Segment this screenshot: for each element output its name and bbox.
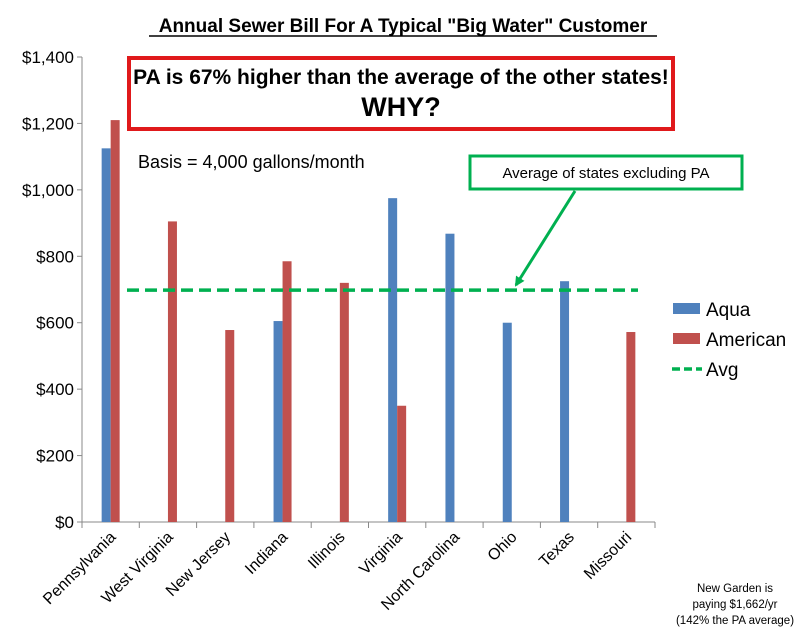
y-tick-label: $1,200 xyxy=(22,114,74,133)
bar-american-new-jersey xyxy=(225,330,235,522)
y-tick-label: $0 xyxy=(55,513,74,532)
bar-aqua-ohio xyxy=(502,322,512,522)
legend: Aqua American Avg xyxy=(672,300,786,381)
x-axis xyxy=(81,522,656,528)
y-tick-label: $800 xyxy=(36,247,74,266)
y-tick-label: $1,400 xyxy=(22,48,74,67)
bar-american-illinois xyxy=(339,282,349,522)
bar-aqua-virginia xyxy=(388,198,398,523)
callout-box xyxy=(127,56,675,131)
bar-american-indiana xyxy=(282,261,292,522)
bar-aqua-north-carolina xyxy=(445,233,455,522)
legend-label: American xyxy=(706,330,786,351)
y-axis: $0 $200 $400 $600 $800 $1,000 $1,200 $1,400 xyxy=(22,48,82,532)
category-label: Virginia xyxy=(356,529,406,579)
category-label: Indiana xyxy=(242,529,291,578)
chart-title: Annual Sewer Bill For A Typical "Big Wat… xyxy=(159,16,648,37)
bar-aqua-indiana xyxy=(273,321,283,522)
category-label: Texas xyxy=(536,529,578,571)
y-tick-label: $200 xyxy=(36,447,74,466)
bars xyxy=(101,120,636,523)
bar-aqua-pennsylvania xyxy=(101,148,111,522)
average-arrow xyxy=(514,190,577,287)
legend-label: Aqua xyxy=(706,300,751,321)
footnote-line-1: New Garden is xyxy=(697,583,773,595)
legend-label: Avg xyxy=(706,360,738,381)
category-label: Illinois xyxy=(305,529,348,572)
y-tick-label: $600 xyxy=(36,314,74,333)
legend-swatch xyxy=(673,333,700,344)
bar-american-virginia xyxy=(397,405,407,522)
bar-aqua-texas xyxy=(560,281,570,522)
callout-why: WHY? xyxy=(361,92,440,122)
category-label: Ohio xyxy=(485,529,521,565)
category-label: Missouri xyxy=(581,529,635,583)
callout-headline: PA is 67% higher than the average of the… xyxy=(133,66,669,89)
basis-note: Basis = 4,000 gallons/month xyxy=(138,152,365,172)
footnote-line-2: paying $1,662/yr xyxy=(692,599,777,611)
average-label-box xyxy=(468,154,744,191)
footnote-line-3: (142% the PA average) xyxy=(676,615,794,627)
bar-american-west-virginia xyxy=(167,221,177,523)
bar-american-missouri xyxy=(626,332,636,522)
legend-swatch xyxy=(673,303,700,314)
bar-american-pennsylvania xyxy=(110,120,120,522)
y-tick-label: $1,000 xyxy=(22,181,74,200)
average-label: Average of states excluding PA xyxy=(502,165,709,182)
y-tick-label: $400 xyxy=(36,380,74,399)
